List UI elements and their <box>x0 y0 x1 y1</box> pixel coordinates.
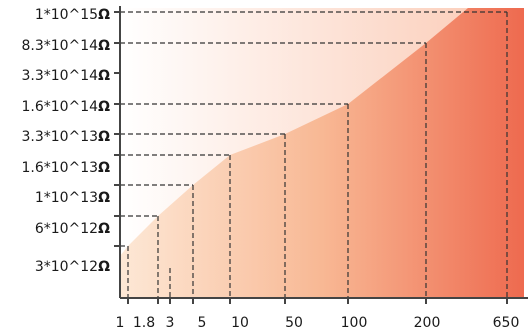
y-tick-label-2: 3.3*10^14Ω <box>21 68 110 84</box>
x-tick-label-3: 5 <box>198 315 207 331</box>
y-tick-label-8: 3*10^12Ω <box>35 259 110 275</box>
x-tick-label-6: 100 <box>341 315 368 331</box>
y-tick-label-4: 3.3*10^13Ω <box>21 129 110 145</box>
x-axis-labels: 1 1.8 3 5 10 50 100 200 650 <box>116 315 520 331</box>
guide-lines <box>120 11 508 298</box>
y-tick-label-6: 1*10^13Ω <box>35 190 110 206</box>
x-tick-label-8: 650 <box>493 315 520 331</box>
x-tick-label-5: 50 <box>285 315 303 331</box>
axes <box>114 6 528 304</box>
y-axis-labels: 1*10^15Ω 8.3*10^14Ω 3.3*10^14Ω 1.6*10^14Ω 3.… <box>21 7 110 275</box>
y-tick-label-1: 8.3*10^14Ω <box>21 38 110 54</box>
x-tick-label-1: 1.8 <box>133 315 155 331</box>
x-tick-label-0: 1 <box>116 315 125 331</box>
x-tick-label-2: 3 <box>166 315 175 331</box>
y-tick-label-0: 1*10^15Ω <box>35 7 110 23</box>
y-tick-label-7: 6*10^12Ω <box>35 221 110 237</box>
y-tick-label-5: 1.6*10^13Ω <box>21 160 110 176</box>
y-tick-label-3: 1.6*10^14Ω <box>21 99 110 115</box>
resistance-area <box>120 8 524 298</box>
x-tick-label-7: 200 <box>414 315 441 331</box>
x-tick-label-4: 10 <box>231 315 249 331</box>
